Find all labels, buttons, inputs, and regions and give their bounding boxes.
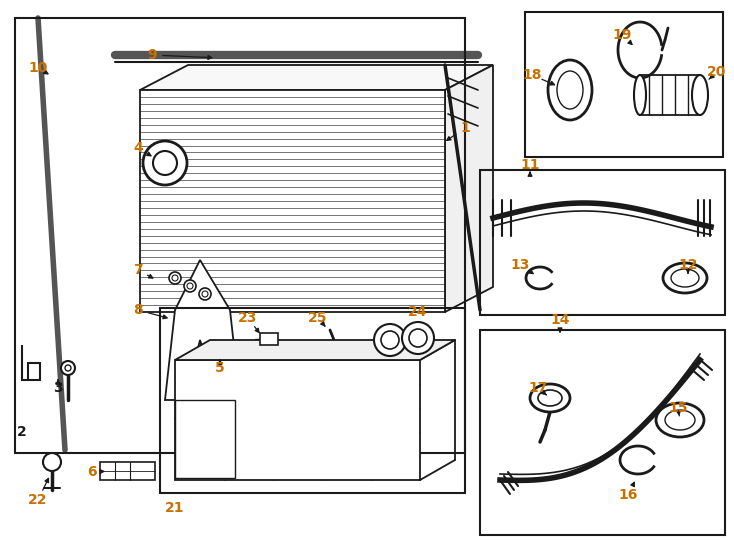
Polygon shape — [175, 340, 455, 360]
Circle shape — [143, 141, 187, 185]
Circle shape — [184, 280, 196, 292]
Circle shape — [402, 322, 434, 354]
Bar — [160, 308, 465, 493]
Text: 23: 23 — [239, 311, 258, 325]
Circle shape — [61, 361, 75, 375]
Text: 1: 1 — [460, 121, 470, 135]
Ellipse shape — [530, 384, 570, 412]
Polygon shape — [445, 65, 493, 312]
Text: 20: 20 — [708, 65, 727, 79]
Text: 22: 22 — [28, 493, 48, 507]
Text: 18: 18 — [523, 68, 542, 82]
Circle shape — [201, 404, 229, 432]
Ellipse shape — [656, 403, 704, 437]
Bar — [525, 12, 723, 157]
Bar — [15, 18, 465, 453]
Ellipse shape — [663, 263, 707, 293]
Text: 8: 8 — [133, 303, 143, 317]
Circle shape — [374, 324, 406, 356]
Bar — [100, 462, 155, 480]
Text: 14: 14 — [550, 313, 570, 327]
Text: 13: 13 — [510, 258, 530, 272]
Bar — [480, 330, 725, 535]
Text: 12: 12 — [678, 258, 698, 272]
Text: 11: 11 — [520, 158, 539, 172]
Text: 16: 16 — [618, 488, 638, 502]
Text: 17: 17 — [528, 381, 548, 395]
Text: 2: 2 — [17, 425, 27, 439]
Text: 5: 5 — [215, 361, 225, 375]
Polygon shape — [640, 75, 700, 115]
Ellipse shape — [692, 75, 708, 115]
Polygon shape — [140, 90, 445, 312]
Polygon shape — [140, 65, 493, 90]
Text: 15: 15 — [668, 401, 688, 415]
Text: 25: 25 — [308, 311, 328, 325]
Ellipse shape — [548, 60, 592, 120]
Text: 19: 19 — [612, 28, 632, 42]
Text: 4: 4 — [133, 141, 143, 155]
Text: 3: 3 — [53, 381, 63, 395]
Text: 9: 9 — [148, 48, 157, 62]
Text: 10: 10 — [29, 61, 48, 75]
Ellipse shape — [634, 75, 646, 115]
Circle shape — [199, 288, 211, 300]
Text: 21: 21 — [165, 501, 185, 515]
Bar — [175, 400, 235, 478]
Circle shape — [169, 272, 181, 284]
Text: 24: 24 — [408, 305, 428, 319]
Bar — [260, 333, 278, 345]
Text: 7: 7 — [133, 263, 143, 277]
Polygon shape — [165, 260, 240, 400]
Bar — [480, 170, 725, 315]
Polygon shape — [175, 360, 420, 480]
Circle shape — [43, 453, 61, 471]
Text: 6: 6 — [87, 465, 97, 479]
